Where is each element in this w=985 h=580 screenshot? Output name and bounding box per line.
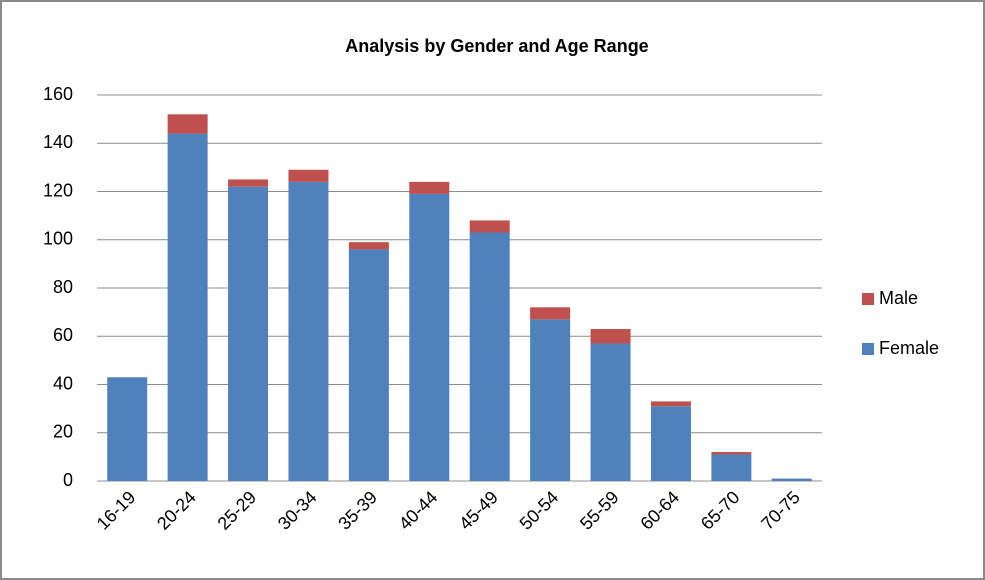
bar-segment	[288, 169, 329, 182]
bar-segment	[650, 401, 691, 407]
bar-segment	[530, 307, 571, 320]
bar-segment	[650, 406, 691, 481]
bar-segment	[107, 377, 148, 481]
legend-label: Male	[879, 288, 918, 308]
chart-title: Analysis by Gender and Age Range	[345, 36, 648, 56]
y-tick-label: 80	[53, 277, 73, 297]
bar-segment	[469, 232, 510, 481]
bar-segment	[711, 454, 752, 481]
bar-segment	[469, 220, 510, 233]
bar-segment	[530, 319, 571, 481]
bar-segment	[167, 114, 208, 134]
y-tick-label: 120	[43, 180, 73, 200]
y-tick-label: 60	[53, 325, 73, 345]
bar-segment	[711, 452, 752, 455]
bar-segment	[771, 478, 812, 481]
bar-segment	[167, 133, 208, 481]
bar-segment	[590, 343, 631, 481]
bar-segment	[288, 181, 329, 481]
bar-segment	[228, 179, 269, 187]
y-tick-label: 40	[53, 373, 73, 393]
y-tick-label: 0	[63, 470, 73, 490]
bar-segment	[348, 242, 389, 250]
y-tick-label: 140	[43, 132, 73, 152]
y-tick-label: 160	[43, 84, 73, 104]
legend-swatch	[862, 343, 874, 355]
bar-segment	[228, 186, 269, 482]
legend-label: Female	[879, 338, 939, 358]
bar-segment	[590, 329, 631, 344]
bar-segment	[348, 249, 389, 481]
bar-segment	[409, 181, 450, 194]
bar-segment	[409, 193, 450, 481]
y-tick-label: 20	[53, 422, 73, 442]
legend-swatch	[862, 293, 874, 305]
y-tick-label: 100	[43, 229, 73, 249]
